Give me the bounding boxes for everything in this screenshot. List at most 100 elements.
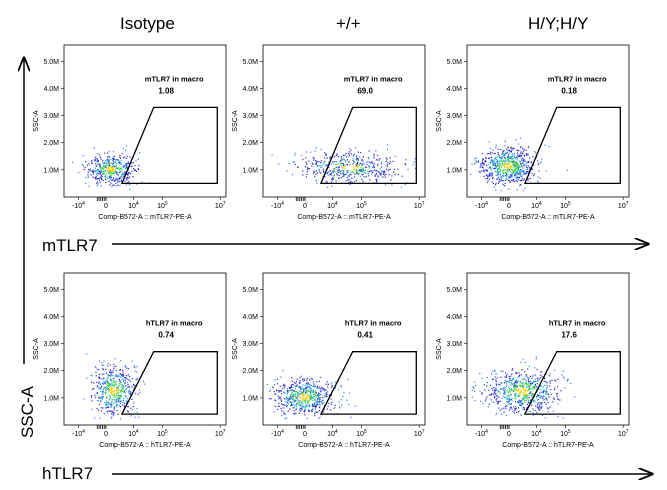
event-dot: [391, 184, 392, 185]
event-dot: [510, 168, 511, 169]
event-dot: [318, 388, 319, 389]
event-dot: [489, 395, 490, 396]
event-dot: [127, 382, 128, 383]
event-dot: [341, 158, 342, 159]
event-dot: [125, 395, 126, 396]
event-dot: [503, 151, 504, 152]
event-dot: [126, 375, 127, 376]
event-dot: [524, 178, 525, 179]
event-dot: [91, 382, 92, 383]
event-dot: [109, 173, 110, 174]
event-dot: [475, 385, 476, 386]
event-dot: [129, 189, 130, 190]
event-dot: [381, 166, 382, 167]
gate-value-label: 17.6: [561, 331, 577, 340]
event-dot: [97, 164, 98, 165]
event-dot: [534, 151, 535, 152]
event-dot: [549, 396, 550, 397]
event-dot: [128, 411, 129, 412]
event-dot: [115, 392, 116, 393]
event-dot: [109, 156, 110, 157]
event-dot: [107, 177, 108, 178]
event-dot: [543, 391, 544, 392]
event-dot: [93, 172, 94, 173]
event-dot: [295, 396, 296, 397]
event-dot: [287, 398, 288, 399]
event-dot: [522, 383, 523, 384]
event-dot: [492, 371, 493, 372]
event-dot: [110, 159, 111, 160]
event-dot: [524, 378, 525, 379]
event-dot: [517, 157, 518, 158]
event-dot: [549, 385, 550, 386]
event-dot: [267, 384, 268, 385]
event-dot: [548, 394, 549, 395]
gate-value-label: 0.41: [357, 331, 373, 340]
event-dot: [529, 386, 530, 387]
event-dot: [308, 160, 309, 161]
event-dot: [527, 180, 528, 181]
event-dot: [315, 160, 316, 161]
event-dot: [500, 149, 501, 150]
event-dot: [85, 167, 86, 168]
event-dot: [342, 396, 343, 397]
event-dot: [316, 405, 317, 406]
event-dot: [506, 179, 507, 180]
event-dot: [515, 162, 516, 163]
event-dot: [119, 185, 120, 186]
event-dot: [496, 413, 497, 414]
event-dot: [506, 401, 507, 402]
event-dot: [98, 164, 99, 165]
event-dot: [519, 395, 520, 396]
event-dot: [343, 175, 344, 176]
event-dot: [525, 395, 526, 396]
event-dot: [341, 387, 342, 388]
event-dot: [112, 401, 113, 402]
event-dot: [114, 156, 115, 157]
event-dot: [341, 156, 342, 157]
event-dot: [284, 387, 285, 388]
event-dot: [502, 175, 503, 176]
y-tick-label: 3.0M: [43, 341, 59, 348]
event-dot: [338, 163, 339, 164]
event-dot: [91, 375, 92, 376]
event-dot: [86, 353, 87, 354]
event-dot: [105, 166, 106, 167]
event-dot: [531, 384, 532, 385]
y-tick-label: 3.0M: [43, 113, 59, 120]
event-dot: [509, 398, 510, 399]
event-dot: [278, 390, 279, 391]
event-dot: [523, 386, 524, 387]
event-dot: [523, 160, 524, 161]
event-dot: [531, 162, 532, 163]
event-dot: [532, 383, 533, 384]
event-dot: [498, 177, 499, 178]
event-dot: [123, 148, 124, 149]
event-dot: [525, 398, 526, 399]
event-dot: [111, 163, 112, 164]
event-dot: [294, 155, 295, 156]
event-dot: [82, 164, 83, 165]
x-axis-label: Comp-B572-A :: mTLR7-PE-A: [501, 214, 595, 221]
event-dot: [509, 396, 510, 397]
event-dot: [315, 406, 316, 407]
event-dot: [281, 393, 282, 394]
event-dot: [519, 401, 520, 402]
event-dot: [87, 165, 88, 166]
event-dot: [324, 152, 325, 153]
event-dot: [495, 163, 496, 164]
event-dot: [119, 380, 120, 381]
event-dot: [72, 162, 73, 163]
event-dot: [503, 160, 504, 161]
event-dot: [519, 185, 520, 186]
event-dot: [363, 176, 364, 177]
event-dot: [282, 370, 283, 371]
event-dot: [485, 170, 486, 171]
event-dot: [278, 164, 279, 165]
event-dot: [93, 169, 94, 170]
event-dot: [381, 171, 382, 172]
event-dot: [480, 166, 481, 167]
event-dot: [106, 397, 107, 398]
event-dot: [504, 397, 505, 398]
event-dot: [501, 167, 502, 168]
